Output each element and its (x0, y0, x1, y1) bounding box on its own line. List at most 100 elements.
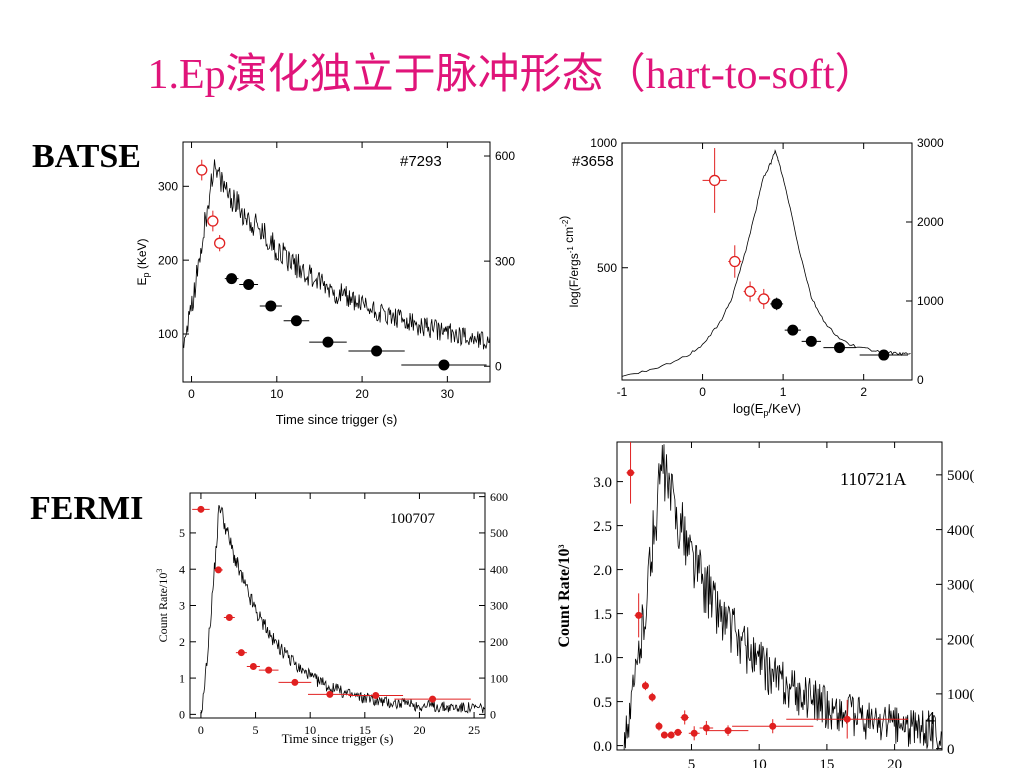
data-point (192, 505, 210, 513)
data-point (283, 315, 310, 327)
filled-marker (322, 336, 334, 348)
fermi-100707-chart: 0 5 10 15 20 25 0 1 2 3 4 5 0 100 200 300 400 500 600 Time … (155, 490, 508, 746)
data-point (258, 666, 279, 674)
filled-marker (834, 342, 845, 354)
data-point (770, 297, 784, 311)
x-axis-label: Time since trigger (s) (276, 412, 398, 427)
data-point (224, 273, 239, 285)
data-point (801, 335, 821, 347)
filled-marker (226, 273, 238, 285)
y2-tick-label: 3000 (917, 136, 944, 150)
x-tick-label: 20 (355, 387, 369, 401)
y-tick-label: 0.0 (593, 739, 612, 755)
y-tick-label: 1.5 (593, 607, 612, 623)
filled-marker (843, 715, 851, 723)
fermi-label: FERMI (30, 490, 144, 527)
open-marker (729, 255, 741, 268)
open-marker (196, 164, 208, 176)
filled-marker (627, 469, 635, 477)
y-tick-label: 1000 (590, 136, 617, 150)
x-tick-label: 5 (253, 723, 259, 737)
y2-tick-label: 100( (947, 687, 975, 703)
filled-marker (771, 298, 783, 310)
y-tick-label: 100 (158, 327, 178, 341)
filled-marker (667, 731, 675, 739)
x-tick-label: 10 (270, 387, 284, 401)
y2-tick-label: 100 (490, 671, 508, 685)
y2-tick-label: 0 (490, 708, 496, 722)
x-axis-label: log(Ep/KeV) (733, 401, 801, 418)
data-point (641, 681, 649, 691)
filled-marker (648, 693, 656, 701)
fermi-110721A-chart: 5 10 15 20 0.0 0.5 1.0 1.5 2.0 2.5 3.0 0 100(200(300… (556, 441, 975, 768)
light-curve (623, 444, 942, 750)
data-point (859, 349, 908, 361)
data-point (308, 690, 352, 698)
filled-marker (438, 359, 450, 371)
y-tick-label: 2.0 (593, 563, 612, 579)
filled-marker (249, 662, 257, 670)
data-point (394, 695, 471, 703)
y-axis-label: Count Rate/103 (155, 569, 170, 643)
y2-tick-label: 400 (490, 562, 508, 576)
y-tick-label: 3 (179, 599, 185, 613)
filled-marker (429, 695, 437, 703)
y-axis-label: log(F/ergs-1 cm-2) (557, 216, 581, 308)
data-point (667, 731, 675, 739)
y-tick-label: 2.5 (593, 519, 612, 535)
x-tick-label: 0 (198, 723, 204, 737)
data-point (348, 692, 404, 699)
y2-tick-label: 600 (495, 149, 515, 163)
filled-marker (265, 300, 277, 312)
x-tick-label: 15 (819, 757, 834, 768)
data-point (655, 721, 663, 731)
y2-tick-label: 200 (490, 635, 508, 649)
light-curve (200, 504, 485, 714)
data-point (660, 731, 668, 739)
data-point (278, 678, 312, 686)
data-point (648, 692, 656, 702)
filled-marker (326, 690, 334, 698)
x-tick-label: 5 (688, 757, 696, 768)
x-tick-label: 20 (413, 723, 425, 737)
filled-marker (635, 611, 643, 619)
data-point (246, 662, 260, 670)
open-marker (207, 215, 219, 227)
x-tick-label: 10 (304, 723, 316, 737)
filled-marker (214, 566, 222, 574)
plot-annotation: 110721A (840, 469, 906, 489)
y-tick-label: 300 (158, 180, 178, 194)
data-point (259, 300, 282, 312)
plot-frame (182, 141, 491, 383)
plot-frame (616, 441, 943, 751)
y2-tick-label: 300 (490, 599, 508, 613)
x-axis-label: Time since trigger (s) (282, 731, 394, 746)
filled-marker (724, 727, 732, 735)
filled-marker (371, 345, 383, 357)
batse-3658-chart: -1 0 1 2 500 1000 0 1000 2000 3000 log(Ep/KeV) log(… (557, 136, 944, 418)
batse-label: BATSE (32, 138, 141, 175)
y2-tick-label: 300( (947, 578, 975, 594)
data-point (196, 159, 208, 181)
open-marker (758, 293, 770, 305)
plot-annotation: 100707 (390, 511, 436, 527)
x-tick-label: 25 (468, 723, 480, 737)
light-curve (183, 159, 490, 350)
data-point (743, 281, 757, 302)
filled-marker (805, 335, 817, 347)
data-point (786, 699, 909, 739)
x-tick-label: 20 (887, 757, 902, 768)
x-tick-label: 15 (359, 723, 371, 737)
data-point (207, 210, 219, 232)
data-point (214, 566, 223, 574)
batse-7293-chart: 0 10 20 30 100 200 300 0 300 600 Time since trigge… (135, 141, 515, 427)
filled-marker (265, 666, 273, 674)
data-point (673, 728, 682, 736)
y-tick-label: 2 (179, 635, 185, 649)
x-tick-label: 10 (752, 757, 767, 768)
y2-tick-label: 300 (495, 254, 515, 268)
open-marker (214, 237, 226, 249)
data-point (401, 359, 487, 371)
data-point (626, 442, 635, 504)
data-point (688, 726, 700, 741)
